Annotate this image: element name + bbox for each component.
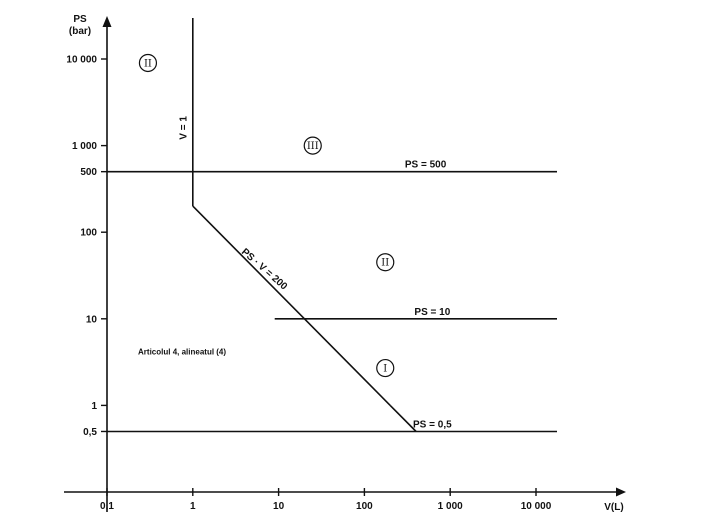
series-label-ps-500: PS = 500 <box>405 160 447 171</box>
axes <box>64 16 626 512</box>
region-label-i-3: I <box>383 364 387 375</box>
series-line-ps-v-200 <box>192 205 391 406</box>
series-label-ps-10: PS = 10 <box>414 307 450 318</box>
x-tick-label: 1 <box>190 501 196 512</box>
series-label-ps-v-200: PS · V = 200 <box>239 247 289 293</box>
y-tick-label: 10 000 <box>66 55 97 66</box>
x-tick-label: 0,1 <box>100 501 114 512</box>
y-tick-label: 10 <box>86 314 98 325</box>
region-label-ii-2: II <box>381 258 389 269</box>
y-axis-title: PS <box>73 14 87 25</box>
region-circle <box>138 53 158 73</box>
x-axis-title: V(L) <box>604 502 623 513</box>
series-label-v-1: V = 1 <box>179 116 190 140</box>
region-circle <box>376 358 395 378</box>
series-label-ps-0-5: PS = 0,5 <box>413 419 452 430</box>
x-tick-label: 10 <box>273 501 285 512</box>
region-circle <box>303 136 322 155</box>
x-axis-arrow <box>616 487 626 497</box>
region-circle <box>376 253 395 272</box>
annotation-text: Articolul 4, alineatul (4) <box>138 347 226 356</box>
series-line-segment-5 <box>389 404 417 433</box>
x-tick-label: 100 <box>356 501 373 512</box>
x-ticks: 0,1 1 10 100 1 000 10 000 <box>100 488 552 512</box>
y-tick-label: 1 000 <box>72 141 97 152</box>
region-label-ii-0: II <box>144 58 152 69</box>
y-tick-label: 100 <box>80 228 97 239</box>
plot-lines <box>107 18 557 433</box>
line-labels: PS = 500 PS = 10 PS = 0,5 V = 1 PS · V = 200 <box>179 116 452 431</box>
annotations: Articolul 4, alineatul (4) <box>138 347 226 356</box>
y-axis-unit: (bar) <box>69 26 91 37</box>
y-tick-label: 1 <box>91 401 97 412</box>
y-ticks: 0,5 1 10 100 500 1 000 10 000 <box>66 55 107 438</box>
x-tick-label: 1 000 <box>438 501 463 512</box>
x-tick-label: 10 000 <box>521 501 552 512</box>
y-axis-arrow <box>102 16 112 27</box>
y-tick-label: 500 <box>80 167 97 178</box>
region-label-iii-1: III <box>307 141 319 152</box>
y-tick-label: 0,5 <box>83 427 97 438</box>
